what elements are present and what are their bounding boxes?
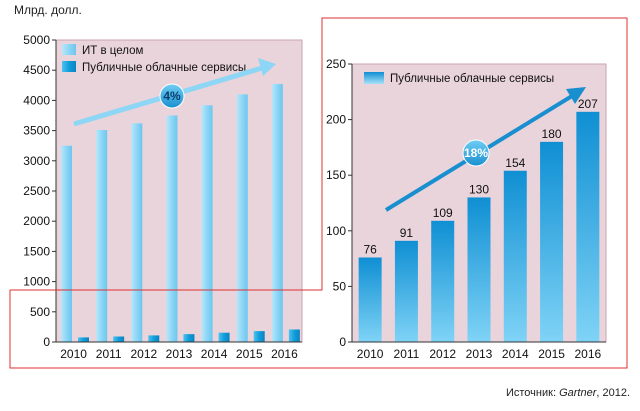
legend-label-cloud: Публичные облачные сервисы <box>82 62 246 74</box>
x-tick-label: 2016 <box>575 347 602 361</box>
chart-left: 0 500 1000 1500 2000 2500 3000 3500 4000 4500 5000… <box>23 33 303 361</box>
legend-swatch-it <box>62 44 76 55</box>
bar-cloud-2011 <box>113 336 125 342</box>
growth-badge-left <box>159 83 185 109</box>
x-tick-label: 2016 <box>271 347 298 361</box>
bar-cloud-2014 <box>218 332 230 342</box>
y-tick-label: 3500 <box>23 124 50 138</box>
chart-left-plot-area <box>55 39 303 343</box>
growth-badge-right <box>462 139 490 167</box>
bar-cloud-2012 <box>148 335 160 342</box>
source-suffix: , 2012. <box>596 387 630 399</box>
bar-cloud-right-2016 <box>576 111 600 342</box>
bar-it-2011 <box>96 129 108 342</box>
zoom-connector <box>9 17 628 369</box>
bar-cloud-right-2012 <box>431 220 455 342</box>
bar-cloud-2015 <box>253 331 265 342</box>
chart-right-y-axis: 0 50 100 150 200 250 <box>326 57 352 349</box>
source-note: Источник: Gartner, 2012. <box>506 387 630 399</box>
data-label: 130 <box>469 182 489 196</box>
y-tick-label: 2000 <box>23 214 50 228</box>
chart-right-data-labels: 76 91 109 130 154 180 207 <box>363 97 598 257</box>
x-tick-label: 2014 <box>201 347 228 361</box>
chart-right-legend: Публичные облачные сервисы <box>364 72 554 85</box>
bar-it-2013 <box>166 115 178 342</box>
bar-it-2012 <box>131 123 143 343</box>
bar-cloud-right-2014 <box>503 170 527 342</box>
chart-right-bars <box>358 111 600 342</box>
bar-cloud-right-2010 <box>358 257 382 342</box>
x-tick-label: 2015 <box>538 347 565 361</box>
bar-cloud-right-2013 <box>467 197 491 342</box>
x-tick-label: 2013 <box>166 347 193 361</box>
bar-cloud-right-2011 <box>394 240 418 342</box>
legend-label-it: ИТ в целом <box>82 45 143 57</box>
y-tick-label: 150 <box>326 168 346 182</box>
chart-right-growth-arrow: 18% <box>384 87 586 212</box>
y-tick-label: 250 <box>326 57 346 71</box>
bar-it-2016 <box>271 84 283 342</box>
chart-left-bars <box>61 84 300 343</box>
legend-label-cloud-right: Публичные облачные сервисы <box>390 73 554 85</box>
y-tick-label: 500 <box>30 305 50 319</box>
legend-swatch-cloud <box>62 61 76 72</box>
chart-right: 0 50 100 150 200 250 76 91 109 130 154 180 207 2010… <box>326 57 607 361</box>
legend-swatch-cloud-right <box>364 72 384 84</box>
data-label: 180 <box>542 127 562 141</box>
x-tick-label: 2012 <box>131 347 158 361</box>
chart-left-growth-arrow: 4% <box>73 58 276 127</box>
y-tick-label: 0 <box>339 335 346 349</box>
source-name: Gartner <box>559 387 597 399</box>
bar-cloud-right-2015 <box>540 141 564 342</box>
chart-left-legend: ИТ в целом Публичные облачные сервисы <box>62 44 246 74</box>
chart-left-y-axis: 0 500 1000 1500 2000 2500 3000 3500 4000 4500 5000 <box>23 33 56 349</box>
y-tick-label: 4000 <box>23 93 50 107</box>
source-prefix: Источник: <box>505 387 560 399</box>
bar-cloud-2010 <box>78 337 89 342</box>
x-tick-label: 2010 <box>60 347 87 361</box>
bar-it-2014 <box>201 105 213 343</box>
chart-right-x-axis: 2010 2011 2012 2013 2014 2015 2016 <box>357 347 602 361</box>
y-unit-label: Млрд. долл. <box>14 3 82 17</box>
y-tick-label: 1500 <box>23 244 50 258</box>
y-tick-label: 5000 <box>23 33 50 47</box>
x-tick-label: 2011 <box>394 347 420 361</box>
y-tick-label: 200 <box>326 113 346 127</box>
data-label: 109 <box>433 206 453 220</box>
bar-it-2015 <box>236 94 248 342</box>
data-label: 91 <box>400 226 414 240</box>
y-tick-label: 100 <box>326 224 346 238</box>
y-tick-label: 4500 <box>23 63 50 77</box>
x-tick-label: 2012 <box>429 347 456 361</box>
x-tick-label: 2013 <box>466 347 493 361</box>
bar-cloud-2013 <box>183 334 195 342</box>
data-label: 154 <box>505 156 525 170</box>
x-tick-label: 2010 <box>357 347 384 361</box>
y-tick-label: 50 <box>333 279 347 293</box>
data-label: 207 <box>578 97 598 111</box>
bar-it-2010 <box>61 145 72 342</box>
chart-left-x-axis: 2010 2011 2012 2013 2014 2015 2016 <box>60 347 298 361</box>
y-tick-label: 3000 <box>23 154 50 168</box>
x-tick-label: 2014 <box>502 347 529 361</box>
growth-label-left: 4% <box>163 89 181 103</box>
y-tick-label: 2500 <box>23 184 50 198</box>
data-label: 76 <box>363 242 377 256</box>
growth-label-right: 18% <box>464 146 488 160</box>
y-tick-label: 0 <box>43 335 50 349</box>
x-tick-label: 2011 <box>96 347 122 361</box>
y-tick-label: 1000 <box>23 275 50 289</box>
x-tick-label: 2015 <box>236 347 263 361</box>
bar-cloud-2016 <box>288 329 300 342</box>
